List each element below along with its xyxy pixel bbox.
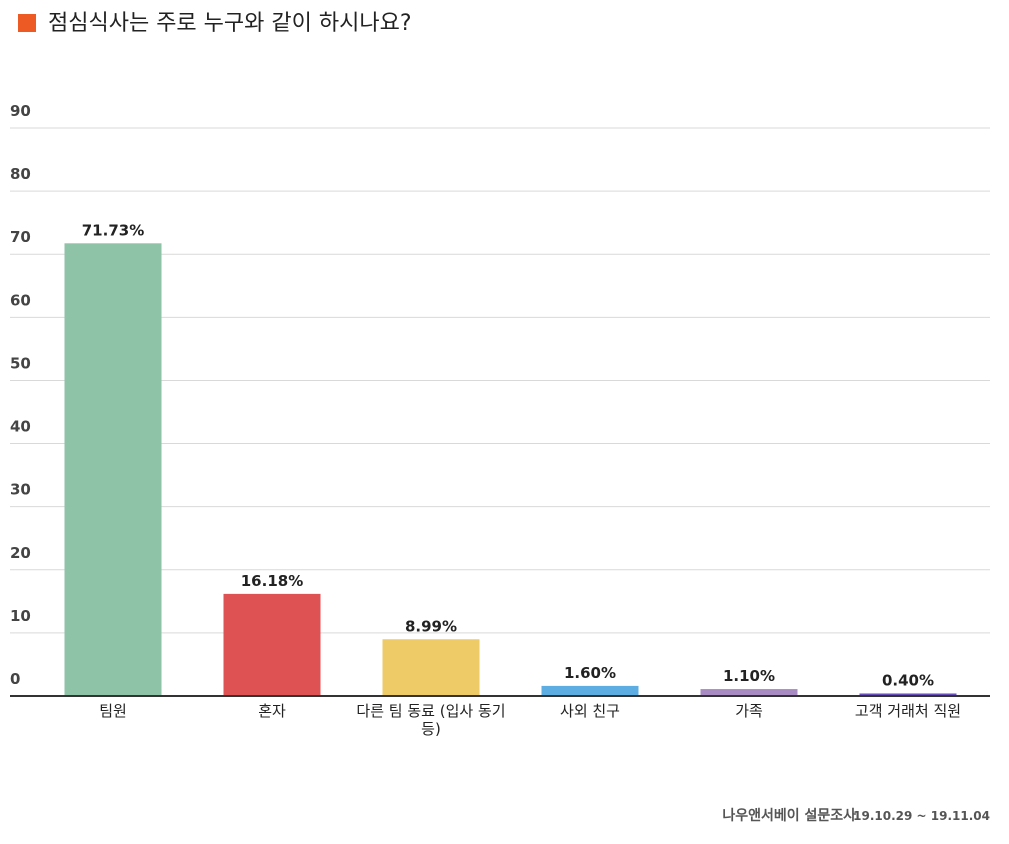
y-tick-label: 80 [10,165,31,183]
x-tick-label: 팀원 [99,702,127,720]
y-tick-label: 40 [10,418,31,436]
x-label-box: 고객 거래처 직원 [854,702,962,720]
x-label-box: 사외 친구 [560,702,620,720]
y-tick-label: 20 [10,544,31,562]
y-tick-label: 60 [10,291,31,309]
bar [64,243,162,696]
y-tick-label: 70 [10,228,31,246]
x-tick-label: 고객 거래처 직원 [854,702,962,720]
x-label-box: 혼자 [258,702,286,720]
y-tick-label: 50 [10,354,31,372]
value-label: 0.40% [882,671,934,689]
bar [541,685,639,696]
x-tick-label: 다른 팀 동료 (입사 동기 등) [356,702,506,738]
period: 19.10.29 ~ 19.11.04 [853,809,990,823]
value-label: 71.73% [82,221,144,239]
x-label-box: 팀원 [99,702,127,720]
bar [382,639,480,696]
value-label: 16.18% [241,572,303,590]
bar [700,689,798,696]
bar [223,593,321,696]
value-label: 1.10% [723,667,775,685]
x-tick-label: 혼자 [258,702,286,720]
x-label-box: 가족 [735,702,763,720]
source: 나우앤서베이 설문조사 [722,807,856,824]
x-label-box: 다른 팀 동료 (입사 동기 등) [356,702,506,738]
value-label: 1.60% [564,664,616,682]
y-tick-label: 10 [10,607,31,625]
title-marker [18,14,36,32]
x-tick-label: 가족 [735,702,763,720]
y-tick-label: 0 [10,670,20,688]
y-tick-label: 30 [10,481,31,499]
value-label: 8.99% [405,617,457,635]
x-tick-label: 사외 친구 [560,702,620,720]
bar [859,693,957,696]
chart-title: 점심식사는 주로 누구와 같이 하시나요? [48,11,412,36]
y-tick-label: 90 [10,102,31,120]
